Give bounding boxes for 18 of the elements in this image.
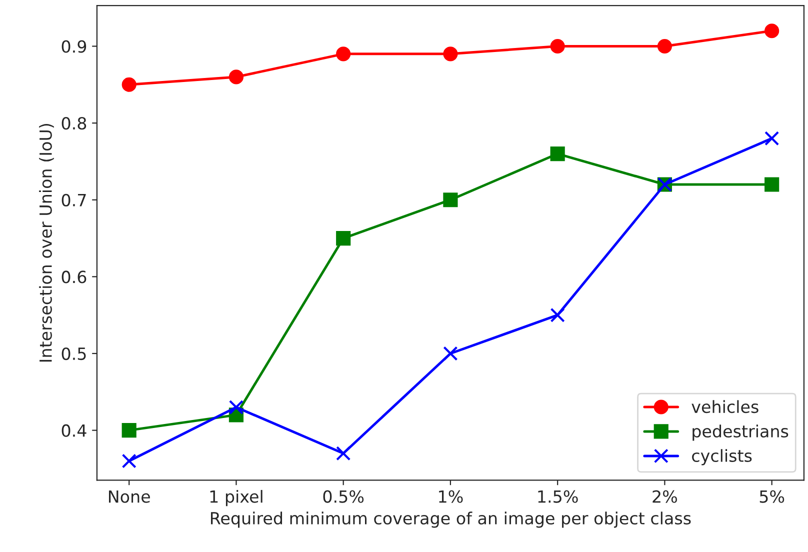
x-axis-title: Required minimum coverage of an image per object class <box>211 512 691 528</box>
x-tick-label: 5% <box>760 490 784 503</box>
legend-label: cyclists <box>692 449 752 466</box>
legend-label: pedestrians <box>692 424 788 441</box>
y-axis-title: Intersection over Union (IoU) <box>39 124 54 362</box>
y-tick-label: 0.6 <box>62 270 86 284</box>
x-tick-label: 0.5% <box>323 490 364 503</box>
x-tick-label: None <box>108 490 150 503</box>
x-tick-label: 1 pixel <box>210 490 262 506</box>
legend-label: vehicles <box>692 400 758 414</box>
x-tick-label: 2% <box>652 490 678 503</box>
y-tick-label: 0.7 <box>62 194 86 206</box>
y-tick-label: 0.9 <box>62 40 86 53</box>
y-tick-label: 0.5 <box>62 347 86 360</box>
x-tick-label: 1.5% <box>538 490 578 503</box>
y-tick-label: 0.8 <box>62 117 86 130</box>
x-tick-label: 1% <box>439 490 463 503</box>
y-tick-label: 0.4 <box>62 424 86 437</box>
